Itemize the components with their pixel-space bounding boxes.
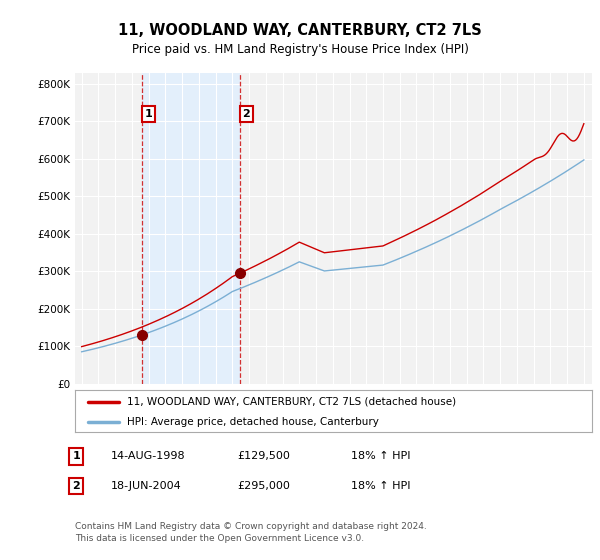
Bar <box>142 73 240 384</box>
Text: 1: 1 <box>145 109 152 119</box>
Text: 1: 1 <box>73 451 80 461</box>
Text: 11, WOODLAND WAY, CANTERBURY, CT2 7LS: 11, WOODLAND WAY, CANTERBURY, CT2 7LS <box>118 23 482 38</box>
Text: Contains HM Land Registry data © Crown copyright and database right 2024.
This d: Contains HM Land Registry data © Crown c… <box>75 522 427 543</box>
Text: Price paid vs. HM Land Registry's House Price Index (HPI): Price paid vs. HM Land Registry's House … <box>131 43 469 56</box>
Text: 11, WOODLAND WAY, CANTERBURY, CT2 7LS (detached house): 11, WOODLAND WAY, CANTERBURY, CT2 7LS (d… <box>127 396 456 407</box>
Text: 18% ↑ HPI: 18% ↑ HPI <box>351 451 410 461</box>
Text: £295,000: £295,000 <box>237 481 290 491</box>
Text: 18% ↑ HPI: 18% ↑ HPI <box>351 481 410 491</box>
Text: 14-AUG-1998: 14-AUG-1998 <box>111 451 185 461</box>
Text: 2: 2 <box>242 109 250 119</box>
Text: 18-JUN-2004: 18-JUN-2004 <box>111 481 182 491</box>
Text: HPI: Average price, detached house, Canterbury: HPI: Average price, detached house, Cant… <box>127 417 379 427</box>
Text: 2: 2 <box>73 481 80 491</box>
Text: £129,500: £129,500 <box>237 451 290 461</box>
